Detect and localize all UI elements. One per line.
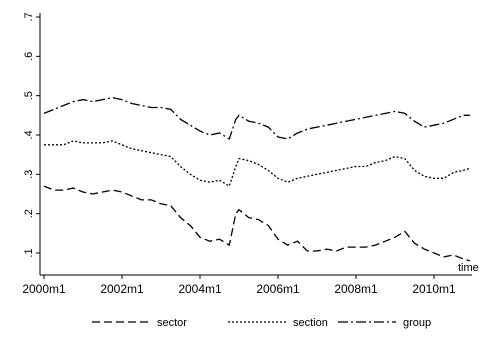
legend-label-sector: sector xyxy=(157,317,187,329)
legend: sector section group xyxy=(92,317,431,329)
legend-label-section: section xyxy=(293,317,328,329)
series-line-sector xyxy=(43,185,470,262)
series-lines xyxy=(43,96,470,262)
x-tick-label: 2002m1 xyxy=(100,282,144,296)
y-tick-label: .2 xyxy=(23,209,35,218)
y-tick-label: .1 xyxy=(23,248,35,257)
x-tick-label: 2004m1 xyxy=(178,282,222,296)
series-line-group xyxy=(43,96,470,140)
y-tick-label: .4 xyxy=(23,130,35,139)
y-tick-label: .6 xyxy=(23,52,35,61)
axes: .1 .2 .3 .4 .5 .6 .7 2000m1 2002m1 2004m1 2006m1 20… xyxy=(22,12,472,296)
x-tick-label: 2008m1 xyxy=(334,282,378,296)
x-tick-label: 2000m1 xyxy=(22,282,66,296)
y-tick-label: .3 xyxy=(23,170,35,179)
y-tick-label: .7 xyxy=(23,12,35,21)
x-tick-label: 2006m1 xyxy=(256,282,300,296)
x-axis-label: time xyxy=(458,262,479,274)
y-tick-label: .5 xyxy=(23,91,35,100)
legend-label-group: group xyxy=(403,317,431,329)
x-tick-label: 2010m1 xyxy=(412,282,456,296)
